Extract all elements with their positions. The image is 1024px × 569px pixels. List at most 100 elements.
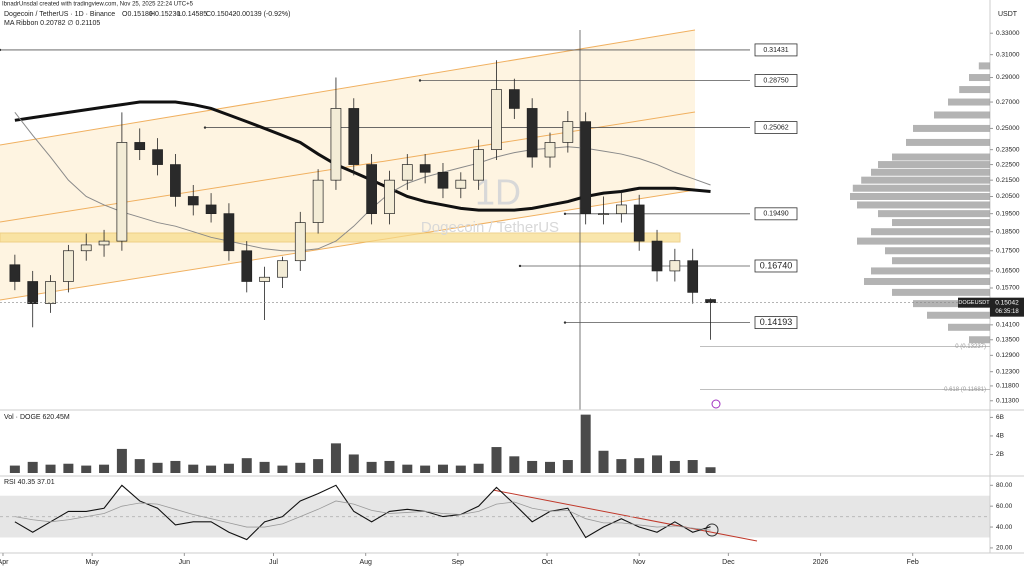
volume-profile-bar xyxy=(864,277,990,285)
candle-body xyxy=(687,260,699,293)
volume-bar xyxy=(348,454,359,473)
volume-profile-bar xyxy=(885,247,990,255)
y-tick-label: 0.16500 xyxy=(996,268,1020,275)
candle-body xyxy=(170,164,181,197)
volume-bar xyxy=(652,455,663,473)
ohlc: L0.14585 xyxy=(178,11,207,18)
price-tag-countdown: 06:35:18 xyxy=(995,309,1019,315)
price-tag xyxy=(990,297,1024,317)
level-label: 0.31431 xyxy=(763,47,788,54)
channel-upper xyxy=(0,29,696,146)
volume-bar xyxy=(81,465,92,473)
volume-bar xyxy=(116,448,127,473)
volume-bar xyxy=(527,460,538,473)
volume-profile-bar xyxy=(871,267,990,275)
volume-bar xyxy=(455,465,466,473)
candle-body xyxy=(562,121,574,143)
volume-bar xyxy=(27,461,38,473)
candle-body xyxy=(152,149,163,165)
x-tick-label: Jun xyxy=(179,559,190,566)
candle-body xyxy=(526,108,538,158)
watermark: Dogecoin / TetherUS xyxy=(421,219,559,236)
y-tick-label: 0.12300 xyxy=(996,368,1020,375)
candle-body xyxy=(401,164,413,181)
candle-body xyxy=(312,179,324,223)
volume-bar xyxy=(295,462,306,473)
level-box xyxy=(754,74,798,87)
candle-body xyxy=(419,164,431,173)
marker xyxy=(711,399,721,409)
x-tick-label: Sep xyxy=(452,559,465,566)
fib-label: -0.618 (0.11681) xyxy=(942,387,986,393)
candle-body xyxy=(259,276,270,282)
level-label: 0.16740 xyxy=(760,260,793,270)
y-tick-label: 0.18500 xyxy=(996,228,1020,235)
volume-profile-bar xyxy=(913,124,990,132)
x-tick-label: Aug xyxy=(359,559,372,566)
y-tick-label: 0.29000 xyxy=(996,74,1020,81)
volume-bar xyxy=(9,465,20,473)
volume-bar xyxy=(402,464,413,473)
volume-bar xyxy=(669,460,680,473)
volume-bar xyxy=(313,459,324,473)
volume-bar xyxy=(277,465,288,473)
level-box xyxy=(754,43,798,57)
volume-bar xyxy=(420,465,431,473)
trendline xyxy=(492,489,758,542)
volume-bar xyxy=(170,460,181,473)
level-dot xyxy=(518,264,522,268)
x-tick-label: May xyxy=(86,559,100,566)
candle-body xyxy=(598,213,609,215)
candle-body xyxy=(366,164,377,214)
x-tick-label: Apr xyxy=(0,559,9,566)
y-tick-label: 0.21500 xyxy=(996,177,1020,184)
level-box xyxy=(754,121,798,134)
volume-profile-bar xyxy=(861,176,990,184)
volume-bar xyxy=(437,464,448,473)
volume-profile-bar xyxy=(892,257,990,265)
volume-profile-bar xyxy=(948,98,990,106)
level-label: 0.19490 xyxy=(763,211,788,218)
candle-body xyxy=(651,240,663,272)
y-tick-label: 0.23500 xyxy=(996,146,1020,153)
channel-mid xyxy=(0,111,696,223)
volume-bar xyxy=(580,414,591,473)
volume-bar xyxy=(259,461,270,473)
y-tick-label: 6B xyxy=(996,414,1004,421)
candle-body xyxy=(455,179,467,189)
y-tick-label: 0.22500 xyxy=(996,161,1020,168)
y-tick-label: 80.00 xyxy=(996,482,1013,489)
volume-profile-bar xyxy=(948,323,990,331)
level-box xyxy=(754,259,798,273)
ma-line xyxy=(14,100,711,212)
candle-body xyxy=(330,108,342,181)
symbol-tag-text: DOGEUSDT xyxy=(958,300,990,306)
volume-profile-bar xyxy=(857,237,990,245)
candle-body xyxy=(633,204,645,242)
symbol-tag xyxy=(958,297,990,308)
candle-body xyxy=(616,204,627,214)
candle-body xyxy=(437,171,449,189)
level-box xyxy=(754,316,798,329)
candle-body xyxy=(384,179,395,214)
y-tick-label: 0.25000 xyxy=(996,125,1020,132)
rsi-line xyxy=(14,484,711,541)
y-tick-label: 0.33000 xyxy=(996,30,1020,37)
candle-body xyxy=(241,250,253,282)
ohlc: -0.00139 (-0.92%) xyxy=(234,11,290,18)
level-dot xyxy=(563,321,567,324)
volume-profile-bar xyxy=(969,74,990,82)
volume-profile-bar xyxy=(871,168,990,176)
volume-bar xyxy=(384,460,395,473)
ohlc: H0.15230 xyxy=(150,11,180,18)
volume-profile-bar xyxy=(857,201,990,209)
volume-profile-bar xyxy=(978,62,990,70)
volume-bar xyxy=(99,464,110,473)
y-tick-label: 0.14100 xyxy=(996,322,1020,329)
volume-bar xyxy=(330,443,341,473)
y-tick-label: 0.17500 xyxy=(996,247,1020,254)
candle-body xyxy=(705,299,716,304)
candle-body xyxy=(80,244,92,252)
ohlc: O0.15180 xyxy=(122,11,153,18)
